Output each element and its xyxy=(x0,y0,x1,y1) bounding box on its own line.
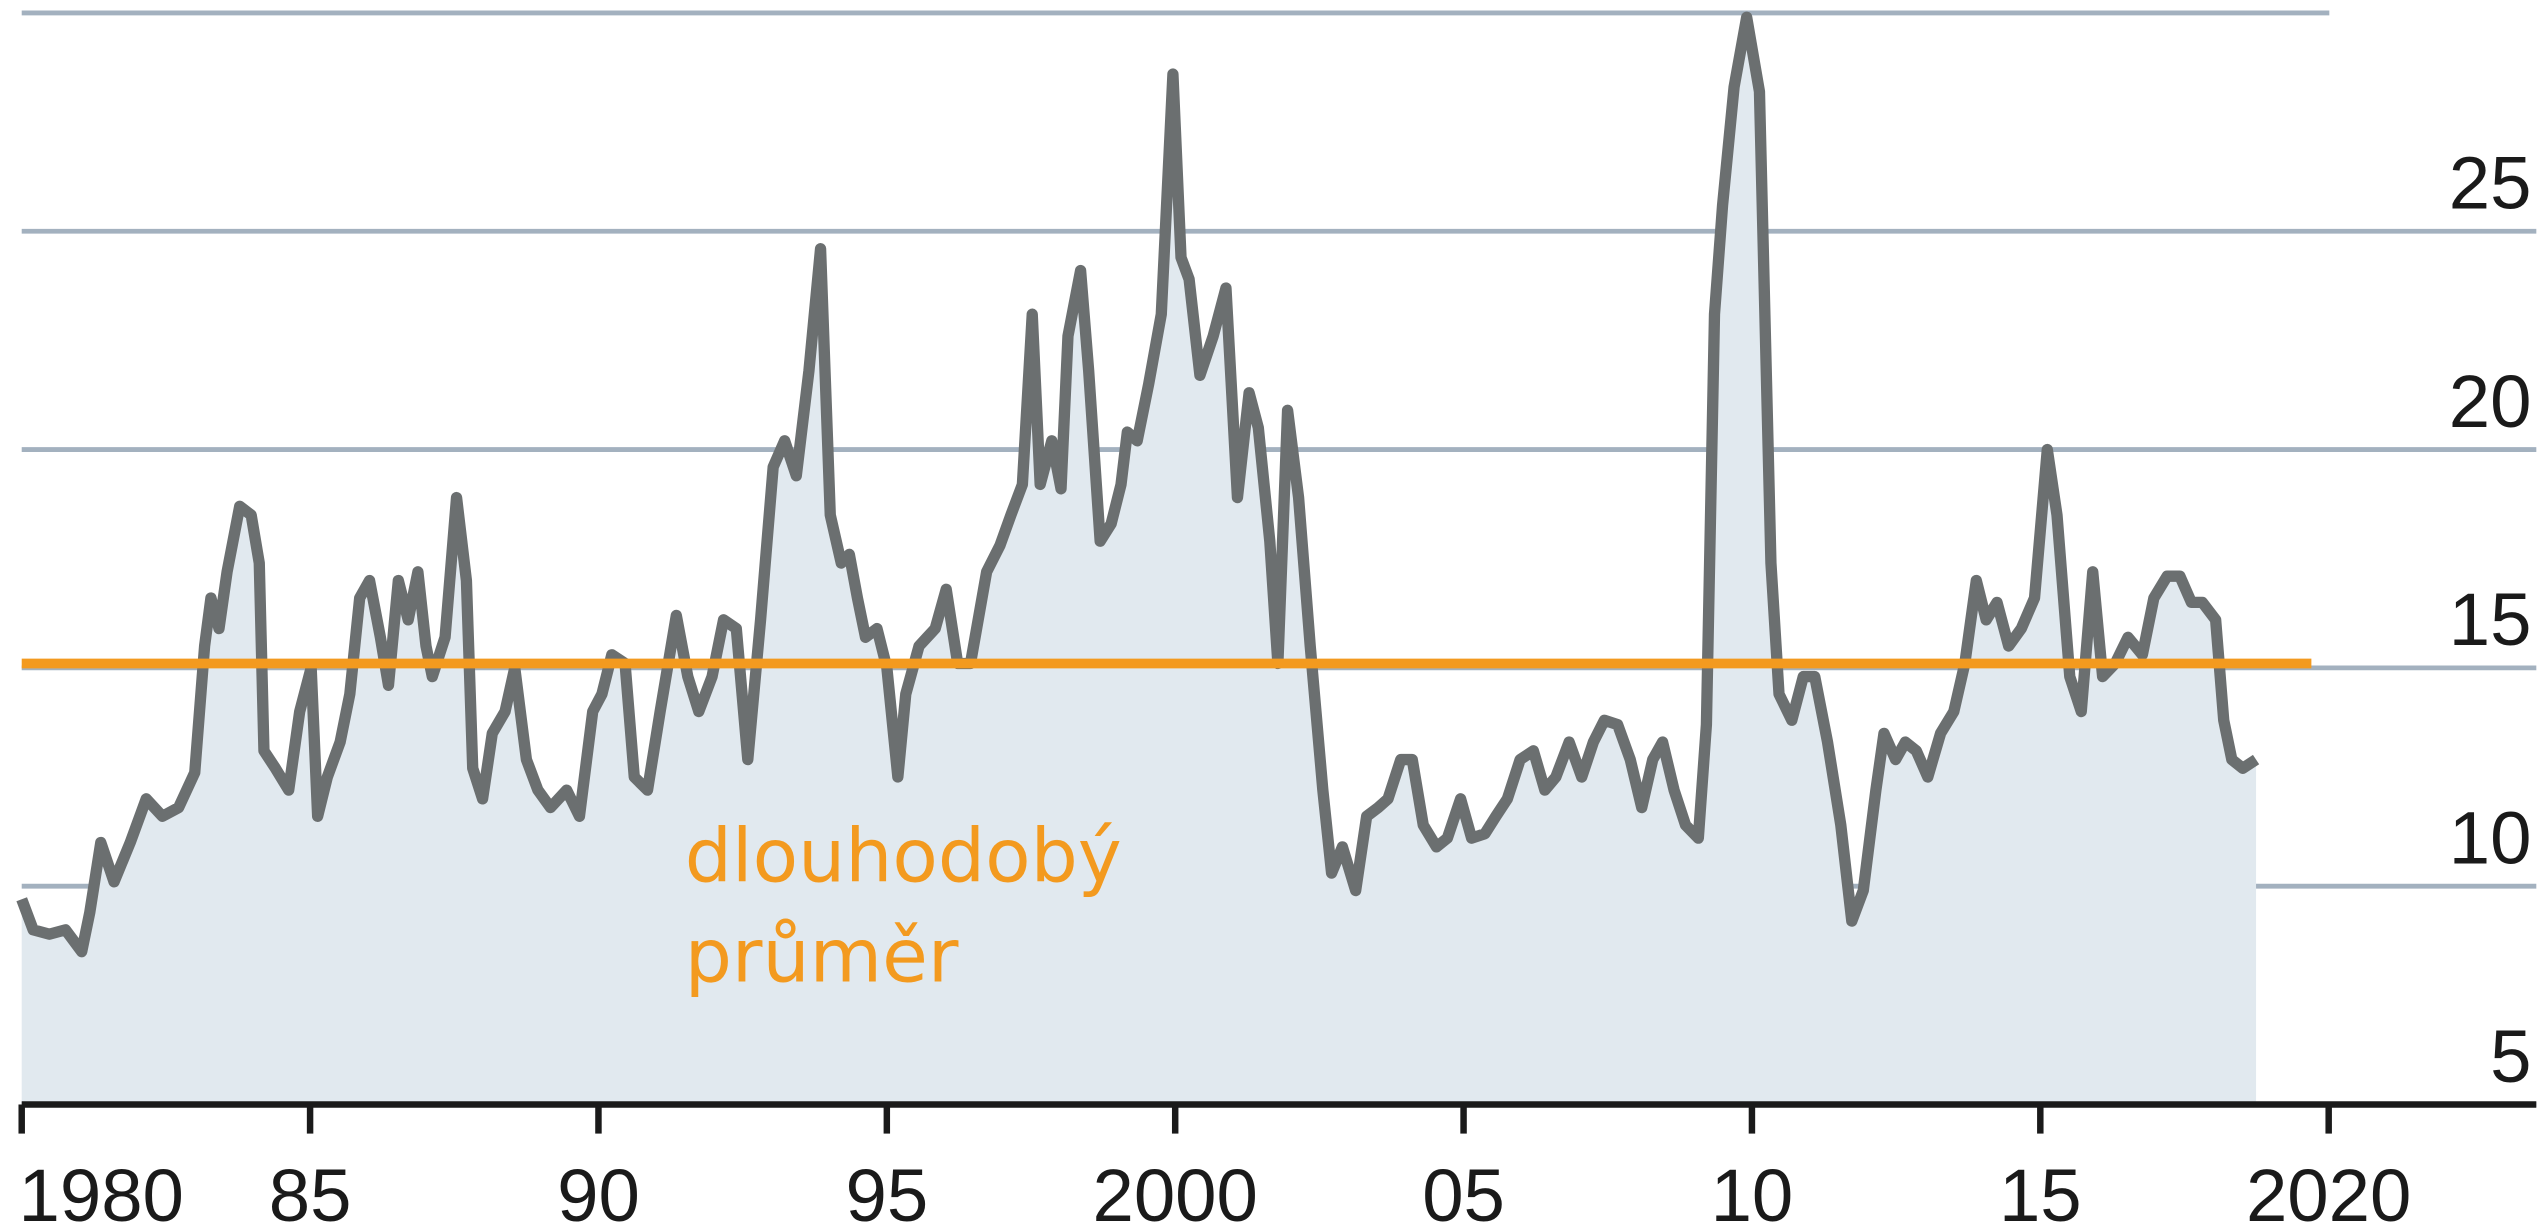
annotation: průměr xyxy=(685,913,959,1000)
x-tick-label: 2020 xyxy=(2246,1154,2411,1229)
x-tick-label: 2000 xyxy=(1092,1154,1257,1229)
x-tick-label: 05 xyxy=(1422,1154,1505,1229)
x-tick-label: 15 xyxy=(1999,1154,2082,1229)
x-tick-label: 90 xyxy=(557,1154,640,1229)
y-tick-label: 15 xyxy=(2449,578,2532,661)
y-tick-label: 10 xyxy=(2449,797,2532,880)
x-tick-label: 95 xyxy=(845,1154,928,1229)
area xyxy=(21,17,2257,1105)
y-tick-label: 20 xyxy=(2449,360,2532,443)
x-tick-label: 1980 xyxy=(18,1154,183,1229)
annotation: dlouhodobý xyxy=(685,812,1122,899)
series-line xyxy=(16,11,2260,958)
y-tick-label: 5 xyxy=(2490,1015,2531,1098)
x-tick-label: 85 xyxy=(269,1154,352,1229)
y-tick-label: 25 xyxy=(2449,142,2532,225)
x-tick-label: 10 xyxy=(1711,1154,1794,1229)
